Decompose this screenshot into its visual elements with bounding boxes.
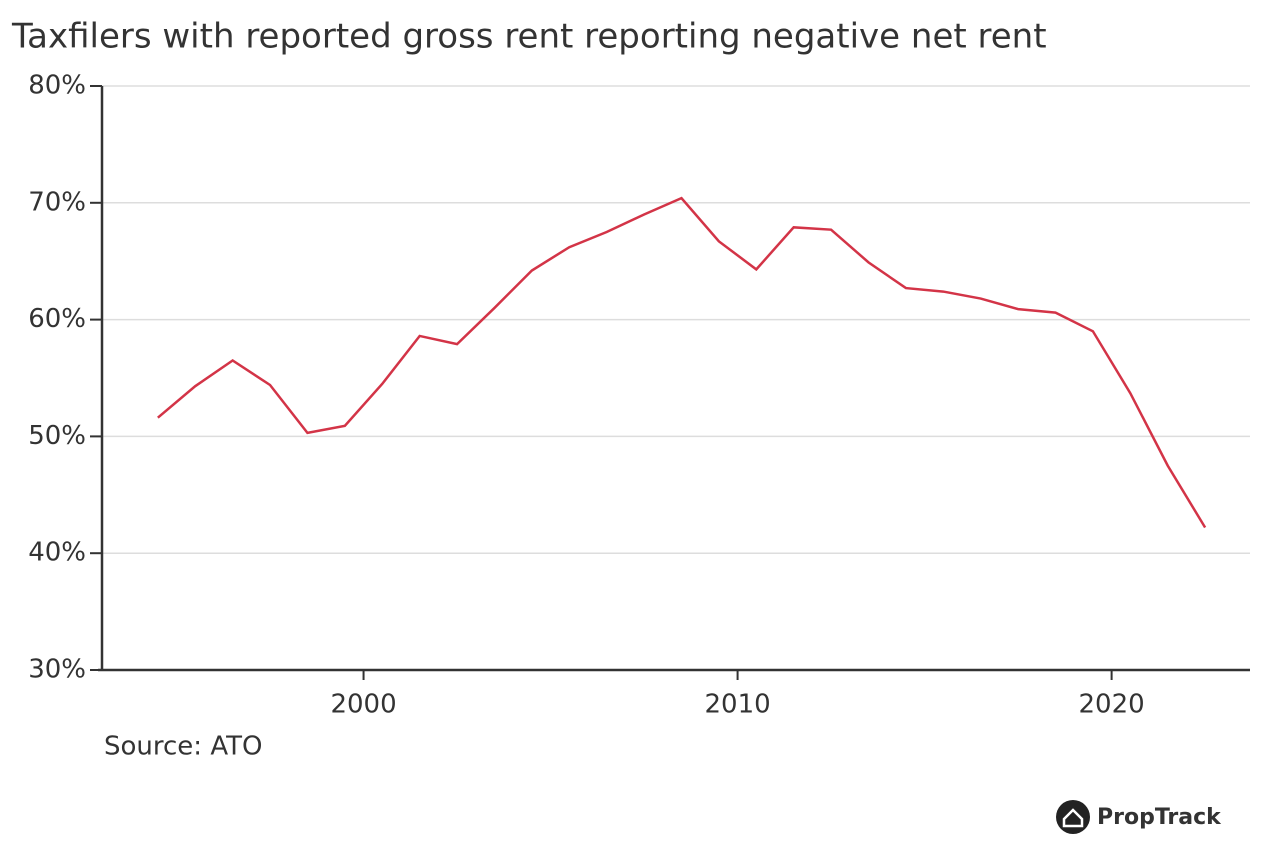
y-tick-label: 70% xyxy=(28,187,86,217)
x-tick-label: 2010 xyxy=(704,690,770,720)
logo-icon xyxy=(1056,800,1090,834)
logo-house xyxy=(1062,808,1084,828)
chart-title: Taxfilers with reported gross rent repor… xyxy=(11,17,1047,57)
brand: PropTrack xyxy=(1097,805,1222,830)
x-tick-label: 2020 xyxy=(1079,690,1145,720)
line-series xyxy=(157,196,1207,529)
y-tick-label: 30% xyxy=(28,655,86,685)
y-tick-label: 40% xyxy=(28,538,86,568)
source: Source: ATO xyxy=(104,732,262,762)
y-tick-label: 80% xyxy=(28,71,86,101)
y-tick-label: 50% xyxy=(28,421,86,451)
x-tick-label: 2000 xyxy=(330,690,396,720)
y-tick-label: 60% xyxy=(28,304,86,334)
logo: PropTrack xyxy=(1056,800,1222,834)
